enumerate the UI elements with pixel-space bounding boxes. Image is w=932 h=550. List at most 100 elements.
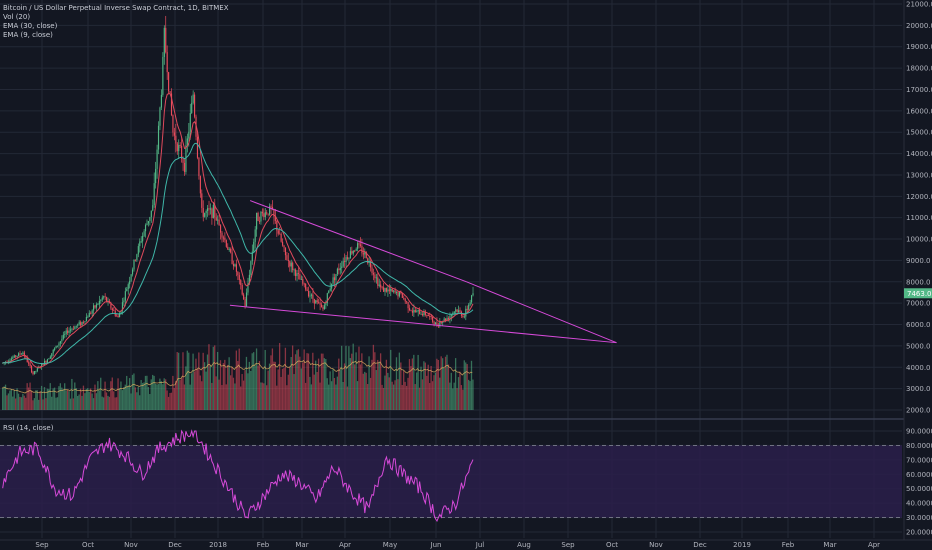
volume-bar-217 bbox=[315, 360, 317, 410]
volume-bar-19 bbox=[29, 382, 31, 410]
volume-bar-115 bbox=[167, 396, 170, 410]
rsi-band bbox=[0, 445, 902, 518]
candle-body-308 bbox=[446, 318, 448, 321]
candle-body-185 bbox=[269, 206, 271, 215]
candle-body-157 bbox=[228, 249, 230, 250]
volume-bar-174 bbox=[253, 352, 255, 410]
volume-bar-226 bbox=[328, 384, 330, 410]
candle-body-95 bbox=[139, 241, 141, 247]
candle-body-121 bbox=[176, 143, 178, 152]
candle-body-175 bbox=[254, 229, 256, 242]
candle-body-71 bbox=[104, 296, 106, 298]
price-tick-3: 18000.0 bbox=[906, 65, 932, 73]
volume-bar-158 bbox=[229, 375, 232, 410]
volume-bar-137 bbox=[199, 375, 201, 410]
candle-body-213 bbox=[309, 295, 311, 297]
legend-ema-30[interactable]: EMA (30, close) bbox=[3, 22, 58, 30]
volume-bar-280 bbox=[405, 385, 408, 410]
candle-body-119 bbox=[173, 132, 175, 136]
candle-body-227 bbox=[329, 288, 331, 291]
candle-body-187 bbox=[271, 206, 274, 210]
candle-body-160 bbox=[232, 263, 235, 267]
candle-body-181 bbox=[263, 213, 265, 218]
candle-body-224 bbox=[325, 303, 327, 306]
candle-body-234 bbox=[339, 267, 341, 271]
legend-ema-9[interactable]: EMA (9, close) bbox=[3, 31, 53, 39]
volume-bar-208 bbox=[302, 362, 304, 410]
candle-body-144 bbox=[209, 208, 212, 210]
volume-bar-212 bbox=[307, 353, 310, 410]
volume-bar-41 bbox=[61, 387, 63, 410]
volume-bar-81 bbox=[118, 388, 121, 410]
candle-body-203 bbox=[294, 269, 297, 277]
candle-body-51 bbox=[75, 325, 77, 327]
volume-bar-85 bbox=[124, 384, 126, 410]
candle-body-153 bbox=[222, 237, 225, 239]
volume-bar-249 bbox=[361, 353, 363, 410]
volume-bar-73 bbox=[107, 395, 109, 410]
volume-bar-290 bbox=[420, 366, 422, 410]
candle-body-145 bbox=[211, 208, 213, 219]
volume-bar-50 bbox=[74, 382, 76, 410]
volume-bar-86 bbox=[126, 375, 128, 410]
volume-bar-64 bbox=[94, 384, 96, 410]
candle-body-208 bbox=[302, 278, 304, 284]
candle-body-216 bbox=[313, 298, 315, 304]
candle-body-112 bbox=[163, 27, 165, 57]
candle-body-64 bbox=[94, 305, 96, 308]
candle-body-290 bbox=[420, 313, 422, 315]
candle-body-141 bbox=[205, 210, 207, 214]
candle-body-43 bbox=[64, 333, 66, 335]
candle-body-296 bbox=[429, 316, 431, 317]
candle-body-225 bbox=[326, 293, 328, 304]
candle-body-195 bbox=[283, 245, 285, 248]
volume-bar-279 bbox=[404, 381, 406, 410]
candle-body-114 bbox=[166, 52, 168, 73]
volume-bar-90 bbox=[131, 374, 134, 410]
price-tick-8: 13000.0 bbox=[906, 171, 932, 179]
x-tick-4: 2018 bbox=[209, 541, 227, 549]
volume-bar-253 bbox=[366, 384, 369, 410]
volume-bar-256 bbox=[371, 359, 373, 410]
volume-bar-271 bbox=[392, 384, 395, 410]
candle-body-154 bbox=[224, 237, 226, 241]
volume-bar-124 bbox=[180, 378, 183, 410]
candle-body-128 bbox=[186, 138, 188, 146]
volume-bar-239 bbox=[346, 386, 349, 410]
volume-bar-198 bbox=[287, 374, 289, 410]
candle-body-307 bbox=[445, 318, 447, 321]
candle-body-113 bbox=[165, 27, 167, 53]
rsi-title[interactable]: RSI (14, close) bbox=[3, 424, 54, 432]
candle-body-186 bbox=[270, 206, 272, 208]
volume-bar-283 bbox=[410, 366, 412, 410]
candle-body-131 bbox=[191, 102, 193, 114]
candle-body-182 bbox=[264, 212, 266, 218]
volume-bar-188 bbox=[273, 361, 275, 410]
volume-bar-141 bbox=[205, 371, 207, 410]
volume-bar-240 bbox=[348, 346, 350, 410]
candle-body-46 bbox=[68, 330, 70, 333]
volume-bar-293 bbox=[424, 362, 426, 410]
chart-title: Bitcoin / US Dollar Perpetual Inverse Sw… bbox=[3, 4, 229, 12]
candle-body-170 bbox=[247, 283, 249, 293]
volume-bar-143 bbox=[208, 344, 210, 410]
volume-bar-312 bbox=[452, 388, 454, 410]
legend-vol[interactable]: Vol (20) bbox=[3, 13, 31, 21]
candle-body-92 bbox=[134, 259, 137, 261]
price-tick-15: 6000.0 bbox=[906, 321, 931, 329]
volume-bar-98 bbox=[143, 382, 145, 410]
volume-bar-305 bbox=[442, 358, 444, 410]
volume-bar-71 bbox=[104, 381, 106, 410]
volume-bar-324 bbox=[469, 381, 471, 410]
volume-bar-117 bbox=[170, 392, 173, 410]
volume-bar-317 bbox=[459, 371, 461, 410]
volume-bar-16 bbox=[25, 397, 27, 410]
rsi-tick-1: 80.0000 bbox=[906, 442, 932, 450]
volume-bar-92 bbox=[134, 387, 137, 410]
volume-bar-34 bbox=[51, 396, 53, 410]
volume-bar-69 bbox=[101, 396, 103, 410]
volume-bar-79 bbox=[115, 397, 118, 410]
candle-body-266 bbox=[385, 287, 388, 292]
